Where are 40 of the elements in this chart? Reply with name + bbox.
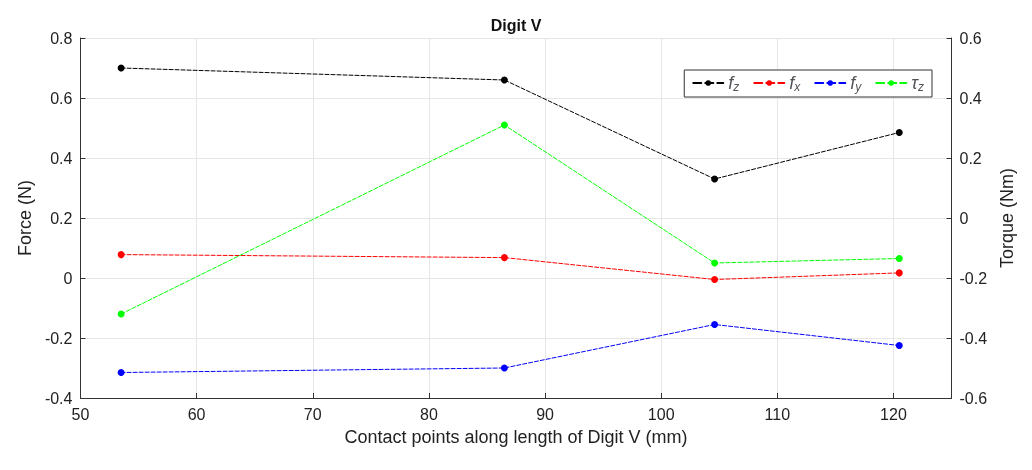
y2-tick-label: -0.4 [959, 329, 988, 347]
x-tick-label: 60 [187, 405, 206, 423]
point [711, 321, 719, 328]
point [895, 342, 903, 349]
point [895, 255, 903, 262]
x-tick-label: 100 [647, 405, 675, 423]
x-tick-label: 90 [536, 405, 555, 423]
x-tick-label: 80 [420, 405, 438, 423]
y-tick-label: -0.2 [44, 329, 73, 347]
y-tick-label: -0.4 [44, 389, 73, 407]
y-tick-label: 0 [63, 269, 73, 287]
point [895, 129, 903, 136]
point [117, 251, 125, 259]
x-tick-label: 110 [764, 405, 791, 423]
point [500, 254, 508, 262]
y2-axis-title: Torque (Nm) [997, 167, 1017, 269]
y2-tick-label: 0.6 [959, 29, 982, 47]
point [711, 175, 719, 183]
y2-tick-label: 0.2 [959, 149, 982, 167]
point [500, 76, 508, 84]
x-tick-label: 50 [71, 405, 90, 423]
point [895, 269, 903, 277]
x-tick-label: 120 [880, 405, 907, 423]
y-axis-title: Force (N) [15, 180, 35, 256]
x-axis-title: Contact points along length of Digit V (mm) [344, 427, 688, 447]
point [500, 364, 508, 372]
y2-tick-label: -0.6 [959, 389, 988, 407]
y2-tick-label: -0.2 [959, 269, 988, 287]
point [711, 259, 719, 267]
y-tick-label: 0.2 [50, 209, 73, 227]
y-tick-label: 0.8 [50, 29, 73, 47]
y2-tick-label: 0.4 [959, 89, 982, 107]
x-tick-label: 70 [303, 405, 322, 423]
chart-title: Digit V [490, 16, 542, 34]
point [711, 276, 719, 283]
point [500, 121, 508, 129]
point [117, 369, 125, 376]
y-tick-label: 0.6 [50, 89, 73, 107]
y2-tick-label: 0 [959, 209, 969, 227]
y-tick-label: 0.4 [50, 149, 73, 167]
